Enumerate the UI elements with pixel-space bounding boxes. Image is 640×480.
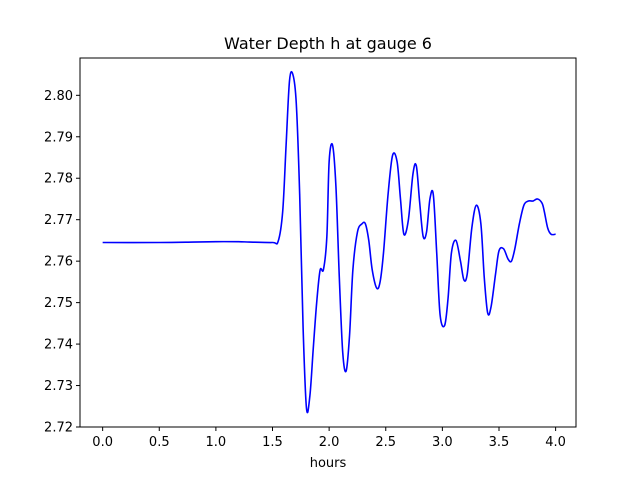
x-tick-label: 0.0 xyxy=(92,435,113,450)
x-tick-label: 2.5 xyxy=(375,435,396,450)
y-tick-label: 2.79 xyxy=(44,130,73,145)
series-layer xyxy=(102,70,556,414)
x-tick-label: 1.0 xyxy=(206,435,227,450)
y-axis: 2.72 2.73 2.74 2.75 2.76 2.77 2.78 2.79 2.80 xyxy=(44,89,80,436)
y-tick-label: 2.73 xyxy=(44,379,73,394)
y-tick-label: 2.78 xyxy=(44,172,73,187)
y-tick-label: 2.77 xyxy=(44,213,73,228)
y-tick-label: 2.72 xyxy=(44,421,73,436)
plot-frame xyxy=(79,57,577,428)
x-axis: 0.0 0.5 1.0 1.5 2.0 2.5 3.0 3.5 4.0 xyxy=(92,427,566,450)
y-tick-label: 2.74 xyxy=(44,338,73,353)
y-tick-label: 2.80 xyxy=(44,89,73,104)
x-axis-label: hours xyxy=(310,456,347,471)
chart-title: Water Depth h at gauge 6 xyxy=(224,34,432,53)
x-tick-label: 4.0 xyxy=(545,435,566,450)
plot-area: 0.0 0.5 1.0 1.5 2.0 2.5 3.0 3.5 4.0 2.72 2.73 2.74… xyxy=(44,57,577,450)
y-tick-label: 2.75 xyxy=(44,296,73,311)
x-tick-label: 3.5 xyxy=(489,435,510,450)
x-tick-label: 0.5 xyxy=(149,435,170,450)
x-tick-label: 3.0 xyxy=(432,435,453,450)
x-tick-label: 2.0 xyxy=(319,435,340,450)
x-tick-label: 1.5 xyxy=(262,435,283,450)
series-line xyxy=(102,70,556,414)
y-tick-label: 2.76 xyxy=(44,255,73,270)
